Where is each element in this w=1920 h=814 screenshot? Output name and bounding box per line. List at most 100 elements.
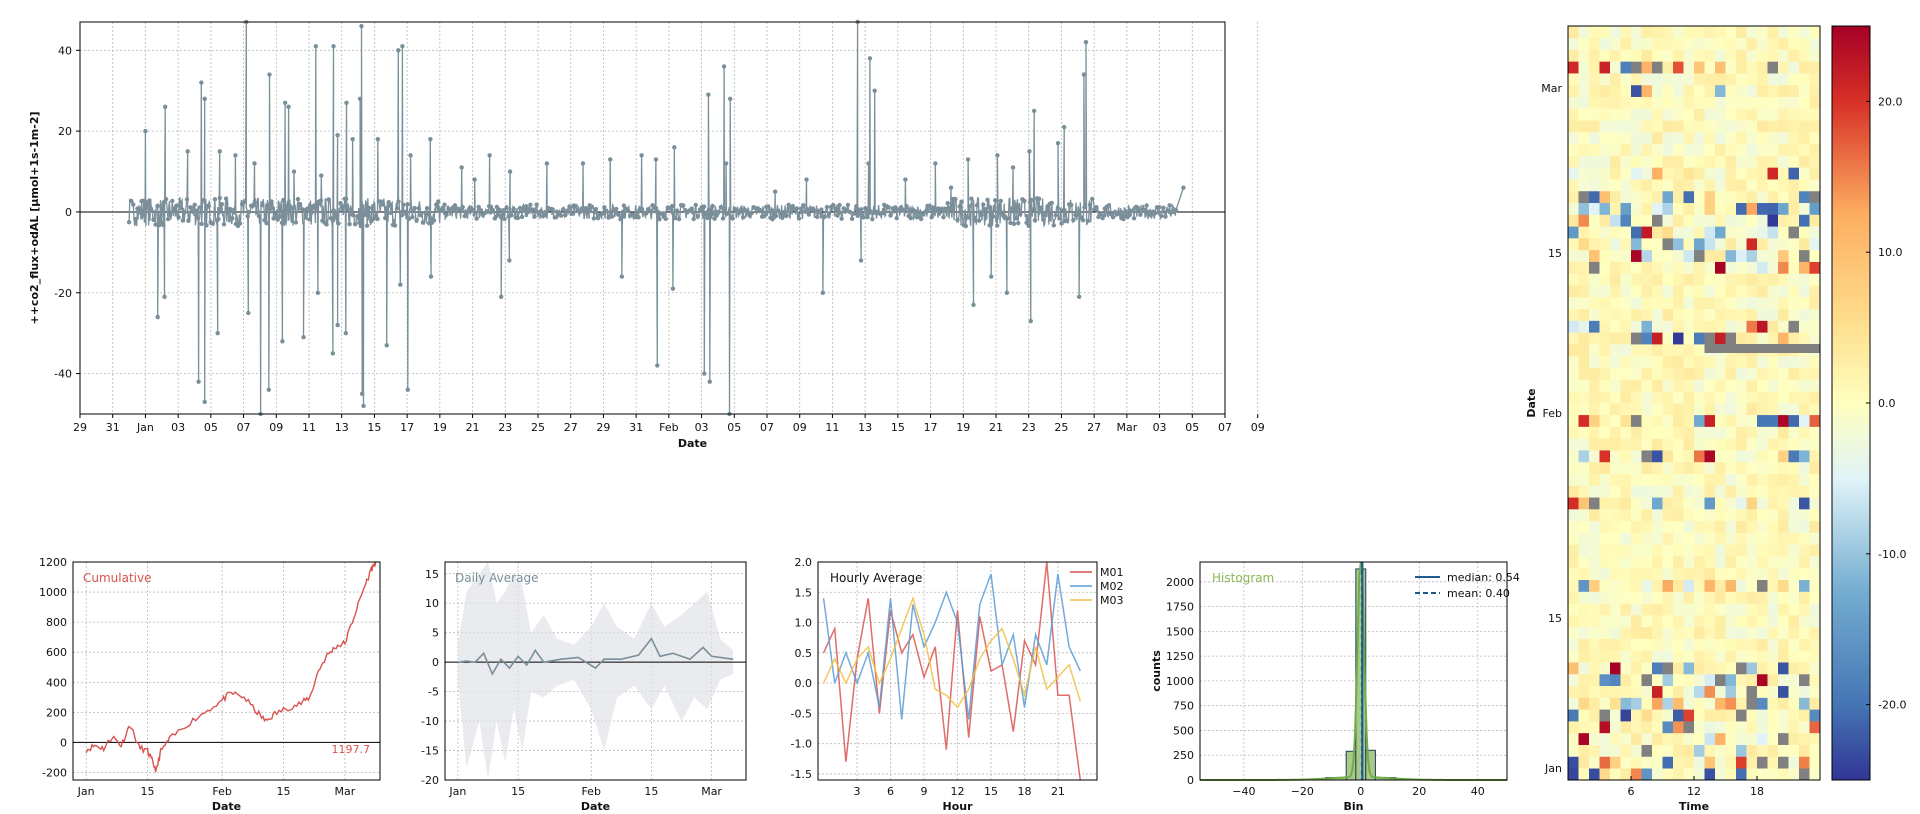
heatmap-cell: [1799, 308, 1810, 321]
heatmap-cell: [1631, 497, 1642, 510]
heatmap-cell: [1673, 461, 1684, 474]
heatmap-cell: [1736, 273, 1747, 286]
heatmap-cell: [1778, 403, 1789, 416]
heatmap-cell: [1736, 155, 1747, 168]
heatmap-cell: [1641, 426, 1653, 439]
data-point: [995, 153, 1000, 158]
data-point: [625, 208, 631, 213]
heatmap-cell: [1704, 249, 1716, 262]
heatmap-cell: [1652, 320, 1663, 333]
heatmap-cell: [1662, 391, 1674, 404]
heatmap-cell: [1757, 768, 1768, 781]
heatmap-cell: [1799, 732, 1810, 745]
heatmap-cell: [1662, 238, 1674, 251]
heatmap-cell: [1715, 37, 1726, 50]
hist-ytick-label: 750: [1173, 700, 1194, 713]
heatmap-cell: [1652, 697, 1663, 710]
data-point: [854, 204, 859, 209]
heatmap-cell: [1715, 426, 1726, 439]
heatmap-cell: [1578, 37, 1590, 50]
heatmap-cell: [1694, 273, 1705, 286]
heatmap-cell: [1725, 567, 1737, 581]
data-point: [865, 214, 870, 220]
heatmap-cell: [1631, 26, 1642, 39]
heatmap-cell: [1725, 332, 1737, 345]
heatmap-cell: [1715, 61, 1726, 74]
heatmap-cell: [1757, 673, 1768, 687]
hourly-ytick-label: 1.5: [795, 586, 813, 599]
heatmap-cell: [1725, 556, 1737, 569]
data-point: [955, 217, 960, 223]
heatmap-cell: [1631, 261, 1642, 274]
hist-ytick-label: 250: [1173, 749, 1194, 762]
heatmap-cell: [1694, 626, 1705, 639]
heatmap-cell: [1673, 426, 1684, 439]
main-ylabel: ++co2_flux+odAL [µmol+1s-1m-2]: [28, 111, 41, 324]
heatmap-cell: [1778, 214, 1789, 227]
main-xtick-label: 03: [1153, 421, 1167, 434]
hist-xtick-label: 0: [1357, 785, 1364, 798]
data-point: [923, 209, 928, 214]
heatmap-cell: [1767, 473, 1779, 486]
heatmap-cell: [1694, 615, 1705, 628]
heatmap-cell: [1799, 685, 1810, 698]
heatmap-cell: [1704, 285, 1716, 298]
data-point: [604, 208, 609, 214]
heatmap-cell: [1799, 709, 1810, 722]
data-point: [185, 149, 190, 154]
heatmap-cell: [1725, 403, 1737, 416]
data-point: [340, 204, 345, 209]
data-point: [399, 212, 405, 218]
heatmap-cell: [1578, 367, 1590, 380]
heatmap-cell: [1631, 120, 1642, 133]
data-point: [949, 207, 954, 212]
heatmap-cell: [1746, 296, 1758, 310]
data-point: [196, 379, 201, 384]
heatmap-cell: [1778, 591, 1789, 604]
main-xtick-label: 27: [564, 421, 578, 434]
data-point: [593, 206, 599, 212]
heatmap-cell: [1746, 391, 1758, 404]
data-point: [589, 204, 594, 209]
main-xtick-label: 05: [727, 421, 741, 434]
heatmap-cell: [1704, 332, 1716, 345]
heatmap-cell: [1694, 473, 1705, 486]
hourly-xtick-label: 12: [951, 785, 965, 798]
heatmap-cell: [1620, 438, 1632, 451]
data-point: [741, 215, 746, 220]
heatmap-cell: [1568, 344, 1579, 357]
heatmap-cell: [1809, 202, 1821, 215]
heatmap-cell: [1694, 226, 1705, 239]
heatmap-cell: [1809, 96, 1821, 109]
heatmap-cell: [1715, 697, 1726, 710]
heatmap-cell: [1788, 485, 1800, 498]
heatmap-cell: [1757, 167, 1768, 180]
heatmap-cell: [1746, 603, 1758, 616]
heatmap-cell: [1641, 344, 1653, 357]
heatmap-cell: [1694, 461, 1705, 474]
heatmap-cell: [1809, 155, 1821, 168]
data-point: [147, 198, 152, 203]
cumulative-chart-ytick-label: 1000: [39, 586, 67, 599]
main-xtick-label: Mar: [1116, 421, 1137, 434]
heatmap-cell: [1568, 273, 1579, 286]
heatmap-cell: [1809, 450, 1821, 463]
data-point: [959, 199, 964, 204]
data-point: [416, 205, 421, 211]
heatmap-cell: [1652, 261, 1663, 274]
heatmap-cell: [1694, 37, 1705, 50]
heatmap-cell: [1641, 143, 1653, 156]
data-point: [1127, 212, 1133, 218]
heatmap-cell: [1620, 732, 1632, 745]
heatmap-cell: [1652, 355, 1663, 368]
heatmap-cell: [1589, 438, 1600, 451]
heatmap-cell: [1662, 721, 1674, 734]
data-point: [358, 223, 363, 229]
heatmap-cell: [1778, 296, 1789, 310]
data-point: [806, 212, 812, 217]
heatmap-cell: [1620, 756, 1632, 769]
heatmap-cell: [1610, 497, 1621, 510]
data-point: [672, 215, 678, 221]
